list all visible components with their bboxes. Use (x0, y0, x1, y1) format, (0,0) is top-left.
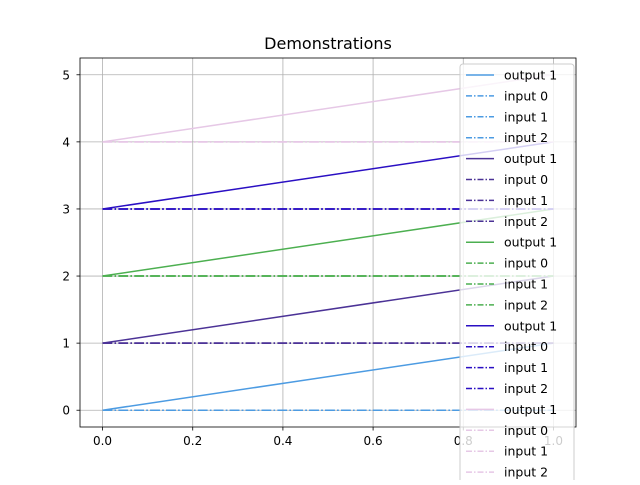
legend-label: input 2 (504, 465, 548, 480)
legend-label: input 2 (504, 381, 548, 396)
legend-label: input 0 (504, 172, 548, 187)
legend-label: input 1 (504, 193, 548, 208)
legend-label: input 2 (504, 130, 548, 145)
x-tick-label: 0.4 (273, 434, 292, 448)
chart-title: Demonstrations (264, 34, 392, 53)
legend-label: input 1 (504, 277, 548, 292)
legend-label: output 1 (504, 235, 557, 250)
legend-label: input 2 (504, 297, 548, 312)
legend-label: input 1 (504, 360, 548, 375)
y-tick-label: 1 (62, 337, 70, 351)
legend: output 1 input 0 input 1 input 2 output 1 inp… (459, 63, 575, 485)
y-tick-label: 3 (62, 202, 70, 216)
legend-label: output 1 (504, 402, 557, 417)
legend-label: output 1 (504, 151, 557, 166)
legend-label: input 0 (504, 423, 548, 438)
y-tick-label: 2 (62, 270, 70, 284)
x-tick-label: 0.2 (183, 434, 202, 448)
legend-label: output 1 (504, 68, 557, 83)
legend-label: input 0 (504, 256, 548, 271)
y-tick-label: 0 (62, 404, 70, 418)
plot-frame (79, 57, 577, 428)
y-tick-label: 5 (62, 68, 70, 82)
legend-label: output 1 (504, 318, 557, 333)
legend-label: input 0 (504, 88, 548, 103)
x-tick-label: 0.6 (364, 434, 383, 448)
legend-label: input 1 (504, 109, 548, 124)
legend-label: input 0 (504, 339, 548, 354)
x-tick-label: 0.0 (93, 434, 112, 448)
legend-label: input 2 (504, 214, 548, 229)
legend-box (459, 63, 575, 485)
y-tick-label: 4 (62, 135, 70, 149)
legend-label: input 1 (504, 444, 548, 459)
